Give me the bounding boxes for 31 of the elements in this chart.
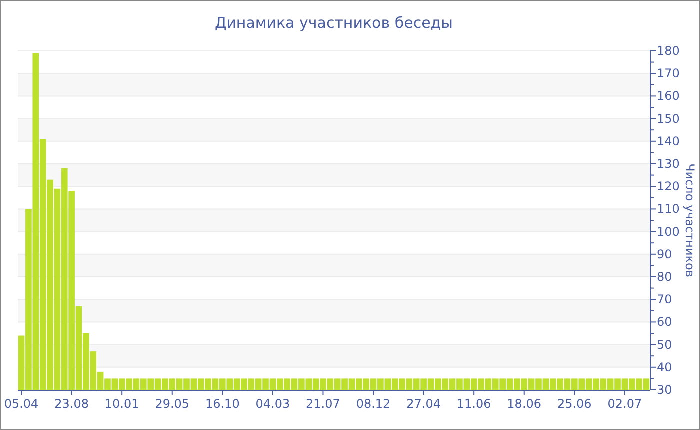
x-tick-label: 10.01: [104, 397, 140, 411]
x-tick-label: 04.03: [256, 397, 290, 411]
y-tick-label: 70: [657, 292, 672, 307]
x-tick-label: 11.06: [456, 397, 492, 411]
x-tick-label: 08.12: [356, 397, 391, 411]
y-tick-label: 160: [657, 89, 680, 104]
x-tick-label: 25.06: [557, 397, 592, 411]
y-tick-label: 120: [657, 180, 680, 194]
y-tick-label: 80: [657, 270, 672, 284]
x-tick-label: 29.05: [155, 397, 190, 411]
y-tick-label: 30: [657, 383, 672, 397]
x-tick-label: 16.10: [205, 397, 240, 411]
y-tick-label: 150: [657, 112, 680, 126]
y-tick-label: 140: [657, 134, 680, 148]
y-tick-label: 110: [657, 202, 680, 216]
y-tick-label: 180: [657, 44, 680, 58]
y-tick-label: 170: [657, 66, 680, 81]
x-tick-label: 02.07: [608, 397, 642, 411]
y-tick-label: 60: [657, 315, 672, 330]
x-tick-label: 05.04: [4, 397, 39, 411]
y-tick-label: 90: [657, 247, 672, 262]
y-tick-label: 40: [657, 360, 672, 374]
y-tick-label: 100: [657, 224, 680, 239]
x-tick-label: 18.06: [507, 397, 542, 411]
y-axis-title: Число участников: [683, 164, 697, 278]
x-tick-label: 23.08: [54, 397, 89, 411]
x-tick-label: 21.07: [306, 397, 340, 411]
y-tick-label: 130: [657, 157, 680, 171]
chart-title: Динамика участников беседы: [214, 14, 454, 32]
x-tick-label: 27.04: [406, 397, 441, 411]
y-tick-label: 50: [657, 338, 672, 352]
